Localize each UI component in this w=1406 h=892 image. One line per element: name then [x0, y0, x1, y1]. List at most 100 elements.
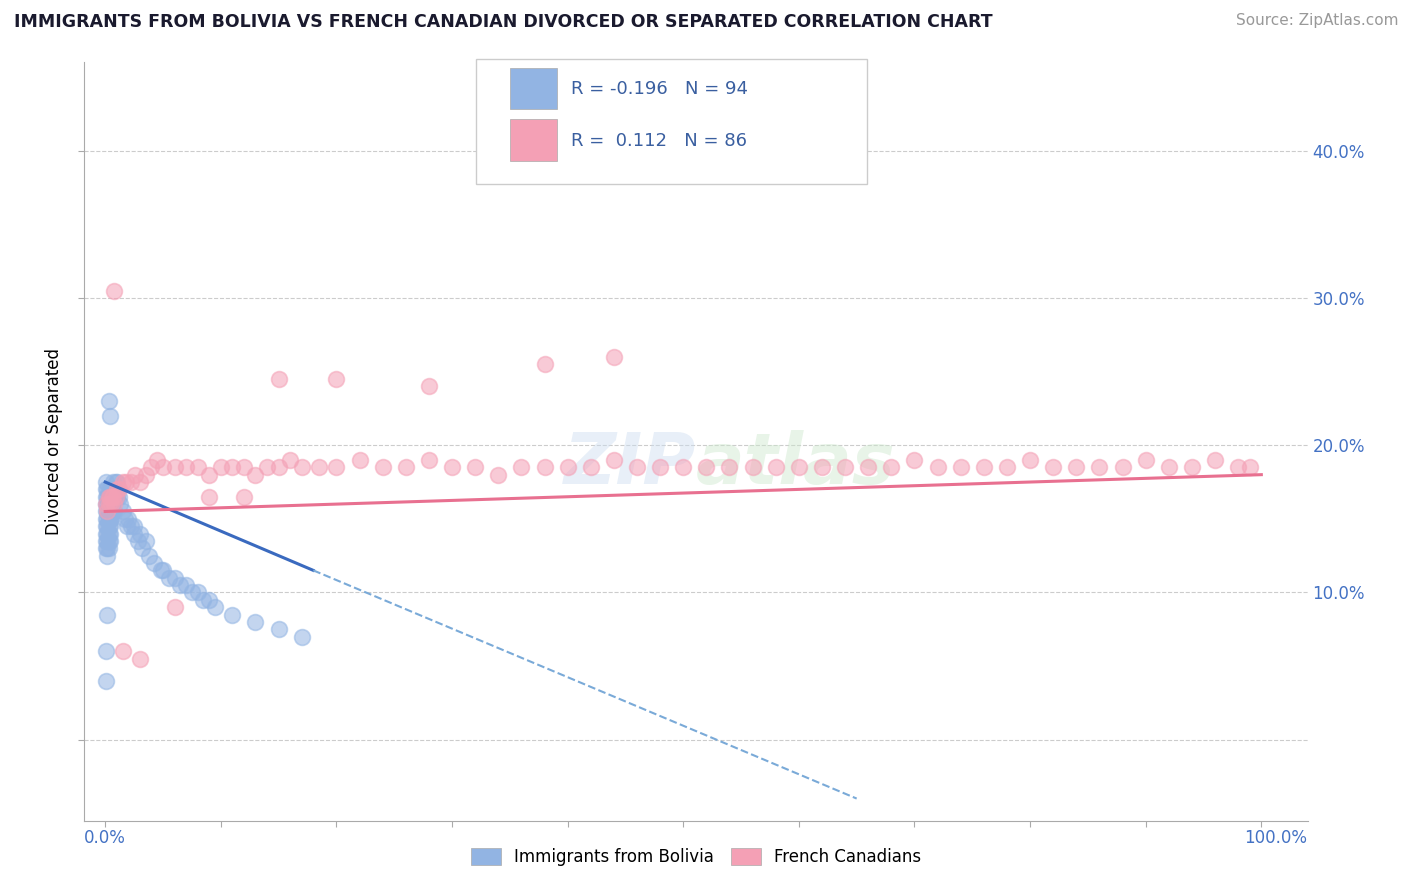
Point: [101, 490, 124, 504]
Point: [557, 460, 579, 475]
Point: [96, 483, 118, 497]
Point: [98, 526, 121, 541]
Point: [100, 497, 122, 511]
Point: [108, 483, 131, 497]
Text: Source: ZipAtlas.com: Source: ZipAtlas.com: [1236, 13, 1399, 29]
Point: [104, 490, 127, 504]
Text: R = -0.196   N = 94: R = -0.196 N = 94: [571, 80, 748, 98]
Point: [98, 409, 121, 423]
Point: [97, 504, 120, 518]
Point: [221, 607, 243, 622]
Point: [97, 394, 120, 409]
Point: [180, 585, 202, 599]
Point: [96, 526, 118, 541]
Point: [96, 490, 118, 504]
Point: [349, 453, 371, 467]
Point: [163, 600, 186, 615]
Point: [96, 475, 118, 489]
Point: [135, 467, 157, 482]
Point: [122, 526, 145, 541]
Legend: Immigrants from Bolivia, French Canadians: Immigrants from Bolivia, French Canadian…: [464, 841, 928, 873]
Point: [510, 460, 533, 475]
Point: [97, 497, 120, 511]
Point: [603, 453, 626, 467]
Point: [111, 475, 134, 489]
Point: [96, 512, 118, 526]
Point: [127, 533, 149, 548]
Point: [96, 673, 118, 688]
Point: [141, 460, 163, 475]
Point: [626, 460, 648, 475]
Point: [695, 460, 717, 475]
Point: [104, 490, 127, 504]
Point: [187, 585, 209, 599]
Point: [464, 460, 486, 475]
Point: [267, 460, 290, 475]
Point: [103, 504, 125, 518]
Point: [103, 483, 125, 497]
Point: [256, 460, 278, 475]
Point: [765, 460, 787, 475]
Point: [97, 533, 120, 548]
Point: [100, 483, 122, 497]
Point: [96, 644, 118, 658]
Point: [98, 504, 121, 518]
Point: [97, 519, 120, 533]
Point: [169, 578, 191, 592]
Point: [98, 533, 121, 548]
Point: [131, 541, 153, 556]
Point: [104, 475, 127, 489]
Point: [117, 512, 139, 526]
Text: IMMIGRANTS FROM BOLIVIA VS FRENCH CANADIAN DIVORCED OR SEPARATED CORRELATION CHA: IMMIGRANTS FROM BOLIVIA VS FRENCH CANADI…: [14, 13, 993, 31]
Point: [101, 504, 124, 518]
Point: [325, 372, 347, 386]
Point: [108, 490, 131, 504]
Point: [834, 460, 856, 475]
Point: [101, 497, 124, 511]
Point: [1066, 460, 1088, 475]
Point: [193, 592, 215, 607]
Point: [98, 497, 121, 511]
Point: [96, 490, 118, 504]
Point: [135, 533, 157, 548]
Point: [115, 519, 138, 533]
Point: [579, 460, 602, 475]
Point: [97, 526, 120, 541]
Point: [108, 497, 131, 511]
Point: [267, 372, 290, 386]
Point: [96, 483, 118, 497]
Point: [245, 615, 267, 629]
Point: [98, 519, 121, 533]
Point: [418, 453, 440, 467]
Point: [96, 504, 118, 518]
Point: [1042, 460, 1064, 475]
Point: [811, 460, 834, 475]
FancyBboxPatch shape: [475, 59, 868, 184]
Point: [149, 563, 172, 577]
Point: [174, 578, 197, 592]
Point: [603, 350, 626, 364]
Point: [440, 460, 463, 475]
Point: [138, 549, 160, 563]
Point: [880, 460, 903, 475]
Text: 0.0%: 0.0%: [84, 829, 127, 847]
Point: [198, 490, 221, 504]
Point: [103, 475, 125, 489]
Point: [98, 512, 121, 526]
Point: [163, 571, 186, 585]
Point: [96, 519, 118, 533]
Point: [103, 504, 125, 518]
Point: [103, 497, 125, 511]
Point: [97, 541, 120, 556]
Point: [1019, 453, 1042, 467]
Point: [128, 526, 150, 541]
Point: [903, 453, 925, 467]
Point: [245, 467, 267, 482]
Point: [124, 467, 146, 482]
FancyBboxPatch shape: [510, 120, 557, 161]
Point: [995, 460, 1018, 475]
Point: [103, 284, 125, 298]
Point: [267, 622, 290, 636]
Point: [1181, 460, 1204, 475]
Point: [96, 504, 118, 518]
